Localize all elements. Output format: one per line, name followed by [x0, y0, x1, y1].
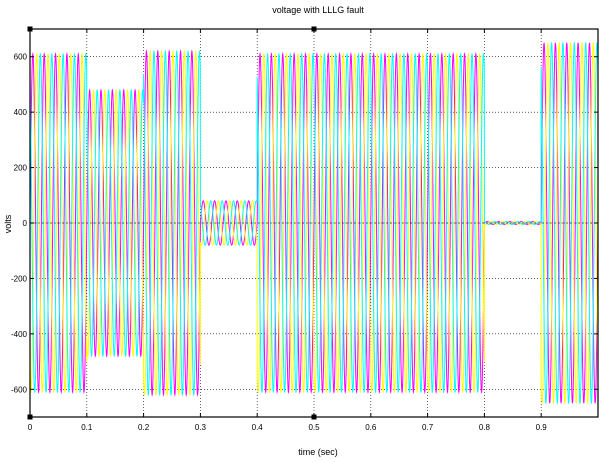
y-tick-label: 0 [23, 219, 28, 228]
x-tick-label: 0 [28, 423, 33, 432]
x-tick-label: 0.4 [252, 423, 264, 432]
x-tick-label: 0.6 [365, 423, 377, 432]
x-tick-label: 0.9 [536, 423, 548, 432]
x-tick-label: 0.1 [81, 423, 93, 432]
y-tick-label: -600 [11, 385, 28, 394]
chart-title: voltage with LLLG fault [272, 5, 364, 15]
ticks: 0 0.1 0.2 0.3 0.4 0.5 0.6 0.7 0.8 0.9 600 400 200 0 -2… [11, 29, 598, 432]
y-tick-label: 400 [14, 108, 28, 117]
x-axis-label: time (sec) [298, 447, 338, 457]
y-tick-label: -400 [11, 330, 28, 339]
y-tick-label: 600 [14, 53, 28, 62]
series-line-phase-2 [29, 41, 599, 405]
x-tick-label: 0.3 [195, 423, 207, 432]
y-tick-label: -200 [11, 274, 28, 283]
y-axis-label: volts [3, 214, 13, 233]
x-tick-label: 0.2 [138, 423, 150, 432]
x-tick-label: 0.7 [422, 423, 434, 432]
y-tick-label: 200 [14, 164, 28, 173]
x-tick-label: 0.5 [308, 423, 320, 432]
x-tick-label: 0.8 [479, 423, 491, 432]
